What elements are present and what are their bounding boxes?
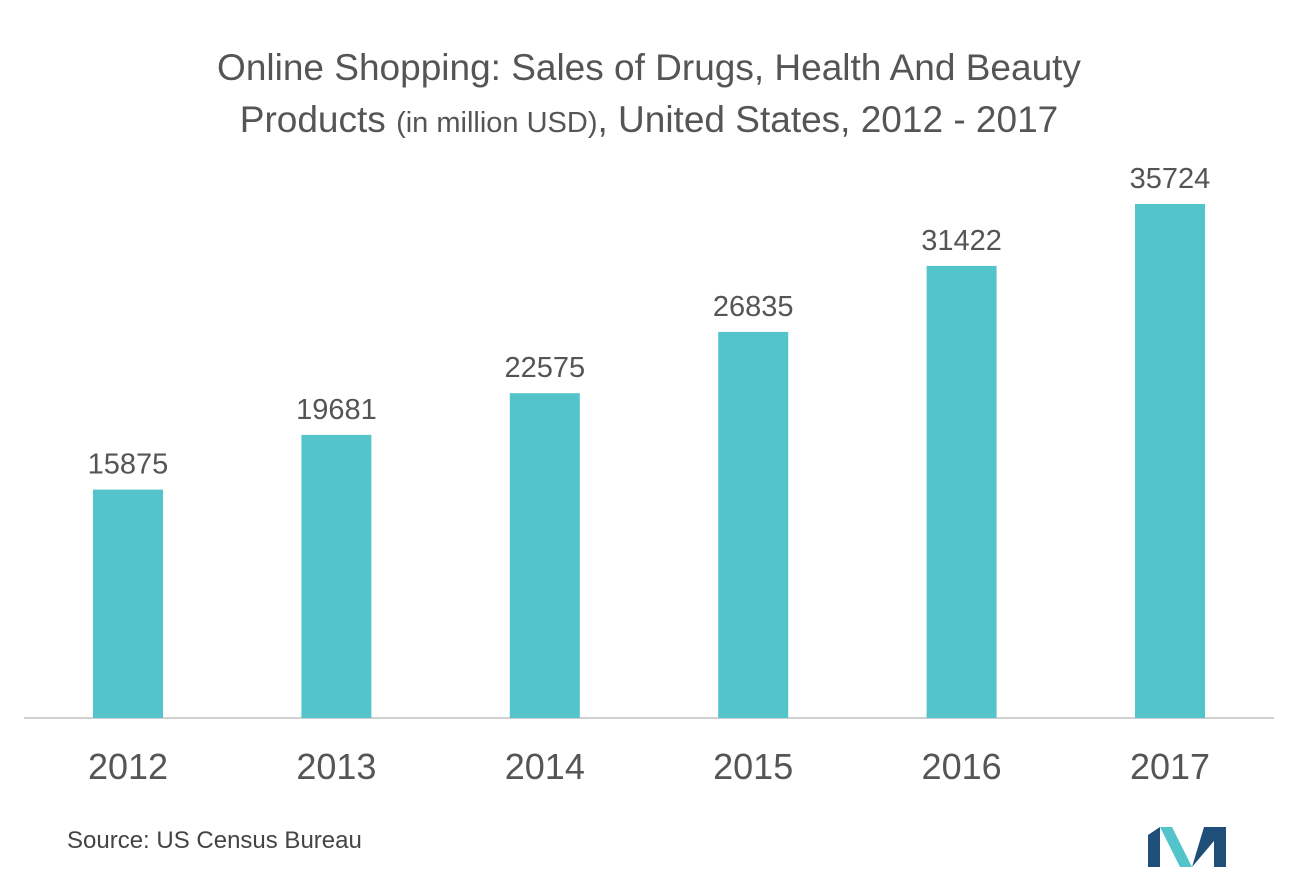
- bar-2016: [926, 265, 997, 718]
- bar-2013: [301, 434, 372, 718]
- chart-title-unit: (in million USD): [396, 107, 598, 139]
- x-tick-label-2017: 2017: [1130, 746, 1210, 787]
- x-tick-label-2016: 2016: [922, 746, 1002, 787]
- x-tick-label-2012: 2012: [88, 746, 168, 787]
- logo-mark-left: [1148, 827, 1160, 867]
- x-tick-label-2014: 2014: [505, 746, 585, 787]
- chart-title-products: Products: [239, 99, 386, 140]
- data-label-2012: 15875: [88, 449, 169, 481]
- data-label-2015: 26835: [713, 291, 794, 323]
- chart-title-region-years: , United States, 2012 - 2017: [597, 99, 1059, 140]
- logo-mark-middle: [1160, 827, 1192, 867]
- bar-2014: [509, 393, 580, 718]
- bar-2015: [718, 331, 789, 718]
- bar-2012: [93, 489, 163, 718]
- data-label-2014: 22575: [504, 352, 585, 384]
- x-tick-label-2013: 2013: [296, 746, 376, 787]
- data-label-2017: 35724: [1130, 163, 1211, 195]
- company-logo: [1148, 827, 1226, 867]
- data-label-2016: 31422: [921, 225, 1002, 257]
- chart-title: Online Shopping: Sales of Drugs, Health …: [0, 42, 1298, 149]
- logo-mark-right: [1192, 827, 1226, 867]
- x-tick-label-2015: 2015: [713, 746, 793, 787]
- chart-title-line-2: Products (in million USD), United States…: [0, 94, 1298, 149]
- data-label-2013: 19681: [296, 394, 377, 426]
- chart-title-line-1: Online Shopping: Sales of Drugs, Health …: [217, 47, 1081, 88]
- bar-2017: [1135, 204, 1205, 718]
- source-note: Source: US Census Bureau: [67, 827, 362, 854]
